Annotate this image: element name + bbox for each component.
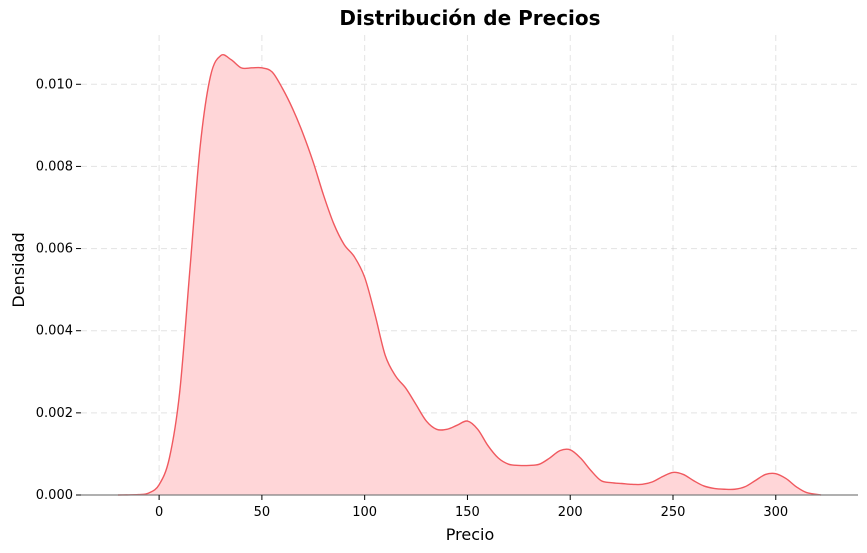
y-tick-label: 0.008 [36,159,73,174]
x-tick-label: 0 [155,505,163,520]
y-tick-label: 0.010 [36,77,73,92]
x-tick-label: 200 [558,505,583,520]
x-tick-label: 100 [352,505,377,520]
density-area [118,54,821,495]
density-line [117,54,822,496]
x-tick-label: 250 [661,505,686,520]
x-ticks: 0 50 100 150 200 250 300 [155,495,788,520]
x-axis-label: Precio [446,525,494,544]
x-tick-label: 150 [455,505,480,520]
y-tick-label: 0.000 [36,488,73,503]
x-tick-label: 300 [763,505,788,520]
chart-title: Distribución de Precios [339,6,600,30]
y-tick-label: 0.002 [36,406,73,421]
y-axis-label: Densidad [9,232,28,307]
y-tick-label: 0.004 [36,324,73,339]
y-tick-label: 0.006 [36,242,73,257]
x-tick-label: 50 [254,505,271,520]
y-ticks: 0.000 0.002 0.004 0.006 0.008 0.010 [36,77,81,503]
